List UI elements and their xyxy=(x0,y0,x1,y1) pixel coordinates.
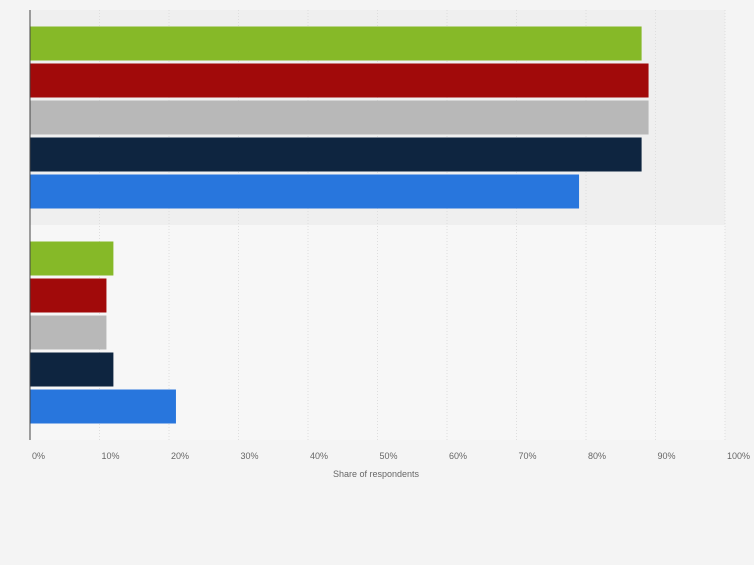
bar xyxy=(30,137,642,172)
bar xyxy=(30,100,649,135)
bars xyxy=(30,26,649,424)
x-tick-label: 20% xyxy=(171,451,189,461)
x-tick-label: 0% xyxy=(32,451,45,461)
x-axis-title: Share of respondents xyxy=(333,469,420,479)
bar xyxy=(30,241,114,276)
x-tick-label: 50% xyxy=(380,451,398,461)
bar xyxy=(30,315,107,350)
bar xyxy=(30,389,176,424)
x-tick-label: 70% xyxy=(519,451,537,461)
x-tick-label: 90% xyxy=(658,451,676,461)
x-tick-label: 100% xyxy=(727,451,750,461)
x-tick-label: 60% xyxy=(449,451,467,461)
x-tick-label: 10% xyxy=(102,451,120,461)
x-tick-label: 80% xyxy=(588,451,606,461)
bar xyxy=(30,352,114,387)
x-tick-label: 30% xyxy=(241,451,259,461)
x-tick-labels: 0% 10% 20% 30% 40% 50% 60% 70% 80% 90% 100% xyxy=(32,451,750,461)
bar xyxy=(30,278,107,313)
bar xyxy=(30,26,642,61)
bar xyxy=(30,63,649,98)
bar xyxy=(30,174,580,209)
x-tick-label: 40% xyxy=(310,451,328,461)
